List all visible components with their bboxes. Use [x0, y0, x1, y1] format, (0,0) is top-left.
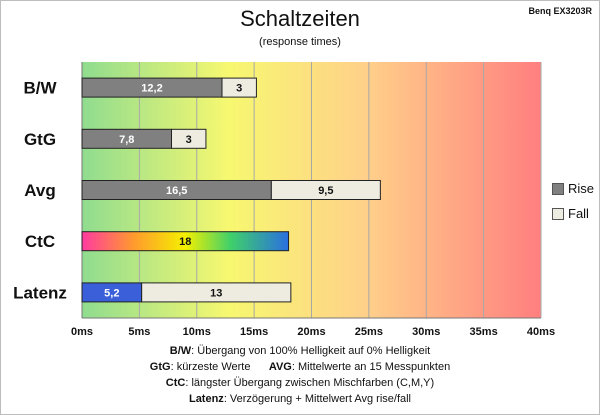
bar-chart: B/W GtG Avg CtC Latenz 12,2 3 7,8 3 16,5 9,5 18 5,2… [13, 62, 555, 338]
category-label: B/W [23, 79, 57, 98]
chart-title: Schaltzeiten [240, 6, 360, 31]
legend-item-fall: Fall [552, 205, 589, 221]
category-label: CtC [25, 232, 55, 251]
bar-rise [81, 231, 290, 252]
legend-item-rise: Rise [552, 180, 594, 196]
chart-subtitle: (response times) [259, 36, 341, 48]
x-tick-label: 25ms [355, 326, 383, 338]
bar-fall [171, 128, 207, 149]
x-tick-label: 40ms [527, 326, 555, 338]
bar-rise-label: 12,2 [141, 83, 162, 95]
note-ctc-text: : längster Übergang zwischen Mischfarben… [185, 377, 435, 389]
x-tick-label: 35ms [470, 326, 498, 338]
x-tick-labels: 0ms 5ms 10ms 15ms 20ms 25ms 30ms 35ms 40ms [71, 326, 555, 338]
note-avg-key: AVG [268, 361, 292, 373]
bar-rise-label: 16,5 [166, 185, 187, 197]
bar-fall [270, 180, 381, 200]
bar-fall-label: 13 [210, 287, 222, 299]
note-gtg-avg: GtG: kürzeste Werte AVG: Mittelwerte an … [0, 359, 600, 375]
note-avg-text: : Mittelwerte an 15 Messpunkten [291, 361, 451, 373]
note-ctc-key: CtC [165, 377, 186, 389]
bar-rise-label: 18 [179, 236, 191, 248]
note-ctc: CtC: längster Übergang zwischen Mischfar… [0, 375, 600, 391]
x-tick-label: 10ms [183, 326, 211, 338]
category-label: Avg [24, 181, 56, 200]
monitor-model-label: Benq EX3203R [528, 6, 592, 16]
note-latenz-text: : Verzögerung + Mittelwert Avg rise/fall [223, 393, 412, 405]
x-tick-label: 20ms [297, 326, 325, 338]
x-tick-label: 5ms [128, 326, 150, 338]
bar-rise-label: 5,2 [104, 287, 119, 299]
bar-rise-label: 7,8 [119, 134, 134, 146]
note-bw-key: B/W [169, 345, 192, 357]
category-label: Latenz [13, 283, 67, 302]
x-tick-label: 0ms [71, 326, 93, 338]
legend-swatch-rise [552, 182, 564, 195]
note-bw-text: : Übergang von 100% Helligkeit auf 0% He… [191, 345, 431, 357]
bar-fall-label: 9,5 [318, 185, 333, 197]
legend-label-rise: Rise [568, 181, 595, 197]
bar-fall-label: 3 [186, 134, 192, 146]
x-tick-label: 15ms [240, 326, 268, 338]
bar-fall-label: 3 [236, 83, 242, 95]
chart-notes: B/W: Übergang von 100% Helligkeit auf 0%… [0, 343, 600, 407]
category-labels: B/W GtG Avg CtC Latenz [13, 79, 67, 303]
bars: 12,2 3 7,8 3 16,5 9,5 18 5,2 13 [81, 77, 381, 303]
bar-fall [141, 282, 292, 303]
bar-fall [221, 77, 257, 98]
category-label: GtG [24, 130, 56, 149]
note-gtg-key: GtG [149, 361, 171, 373]
note-latenz: Latenz: Verzögerung + Mittelwert Avg ris… [0, 391, 600, 407]
legend-swatch-fall [552, 207, 564, 220]
legend-label-fall: Fall [568, 206, 589, 222]
note-bw: B/W: Übergang von 100% Helligkeit auf 0%… [0, 343, 600, 359]
note-gtg-text: : kürzeste Werte [170, 361, 251, 373]
note-latenz-key: Latenz [188, 393, 224, 405]
x-tick-label: 30ms [412, 326, 440, 338]
